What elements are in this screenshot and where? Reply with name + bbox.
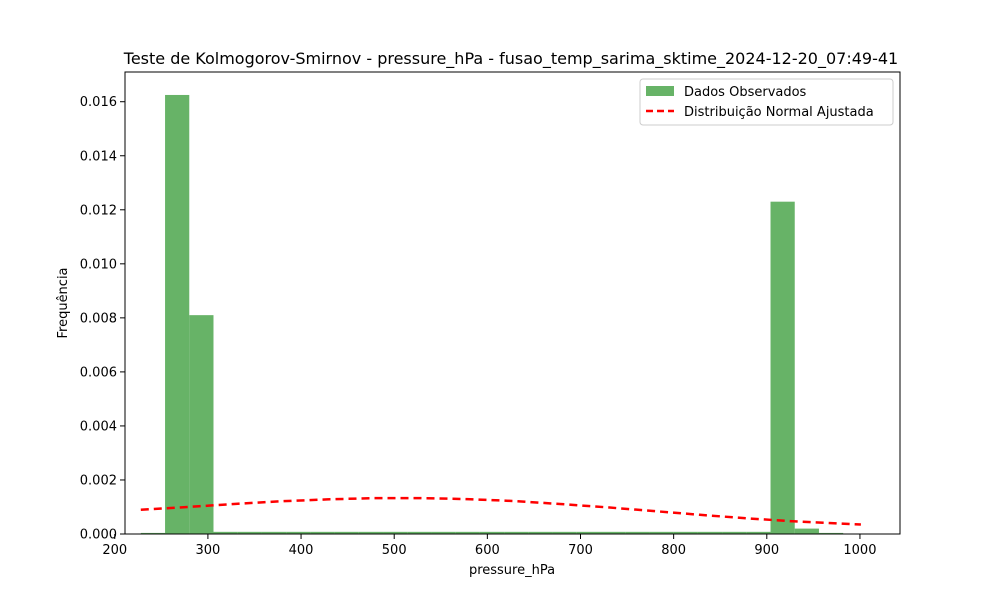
x-tick-label-3: 500	[382, 543, 407, 558]
y-tick-label-7: 0.014	[80, 149, 117, 164]
histogram-bar-5	[261, 531, 287, 534]
histogram-bar-9	[358, 531, 384, 534]
x-tick-label-1: 300	[195, 543, 220, 558]
histogram-bar-10	[383, 531, 408, 534]
y-tick-label-0: 0.000	[80, 528, 117, 543]
histogram-bar-11	[407, 531, 432, 534]
x-tick-label-8: 1000	[843, 543, 876, 558]
x-tick-label-7: 900	[754, 543, 779, 558]
histogram-bar-19	[600, 531, 626, 534]
histogram-bar-16	[528, 531, 553, 534]
y-tick-label-5: 0.010	[80, 257, 117, 272]
legend-histogram-swatch	[646, 86, 674, 96]
y-tick-label-4: 0.008	[80, 311, 117, 326]
x-tick-label-4: 600	[475, 543, 500, 558]
histogram-bar-25	[746, 531, 771, 534]
histogram-bar-2	[189, 315, 214, 534]
x-tick-label-6: 800	[661, 543, 686, 558]
histogram-bar-26	[770, 201, 795, 534]
histogram-bar-12	[431, 531, 456, 534]
legend: Dados Observados Distribuição Normal Aju…	[639, 78, 894, 126]
x-axis-label: pressure_hPa	[469, 563, 555, 578]
plot-frame	[124, 71, 901, 535]
fit-curve-layer	[140, 496, 861, 526]
histogram-bar-3	[213, 531, 238, 534]
histogram-bar-23	[697, 531, 723, 534]
histogram-bar-28	[818, 532, 844, 534]
y-axis-label: Frequência	[56, 267, 71, 338]
histogram-bar-18	[576, 531, 601, 534]
chart-title: Teste de Kolmogorov-Smirnov - pressure_h…	[123, 49, 898, 69]
histogram-bar-21	[649, 531, 674, 534]
histogram-bars	[140, 94, 844, 535]
y-axis: 0.000 0.002 0.004 0.006 0.008 0.010 0.012 0.014…	[80, 95, 125, 543]
histogram-bar-14	[479, 531, 505, 534]
x-tick-label-2: 400	[289, 543, 314, 558]
x-tick-label-0: 200	[102, 543, 127, 558]
histogram-bar-4	[237, 531, 262, 534]
y-tick-label-3: 0.006	[80, 365, 117, 380]
histogram-bar-6	[286, 531, 311, 534]
y-tick-label-1: 0.002	[80, 473, 117, 488]
histogram-bar-24	[722, 531, 747, 534]
legend-box	[639, 78, 894, 126]
y-tick-label-2: 0.004	[80, 419, 117, 434]
histogram-bar-27	[794, 528, 819, 534]
x-axis: 200 300 400 500 600 700 800 900 1000	[102, 534, 876, 558]
x-tick-label-5: 700	[568, 543, 593, 558]
fit-curve-line	[140, 496, 861, 526]
legend-histogram-label: Dados Observados	[684, 85, 807, 100]
histogram-bar-13	[455, 531, 480, 534]
histogram-bar-22	[673, 531, 698, 534]
y-tick-label-6: 0.012	[80, 203, 117, 218]
legend-fit-label: Distribuição Normal Ajustada	[684, 105, 874, 120]
histogram-bar-17	[552, 531, 577, 534]
histogram-bar-15	[504, 531, 529, 534]
histogram-bar-20	[625, 531, 650, 534]
histogram-bar-7	[310, 531, 335, 534]
histogram-bar-8	[334, 531, 359, 534]
histogram-bar-1	[165, 94, 190, 535]
y-tick-label-8: 0.016	[80, 95, 117, 110]
histogram-bar-0	[140, 532, 166, 534]
